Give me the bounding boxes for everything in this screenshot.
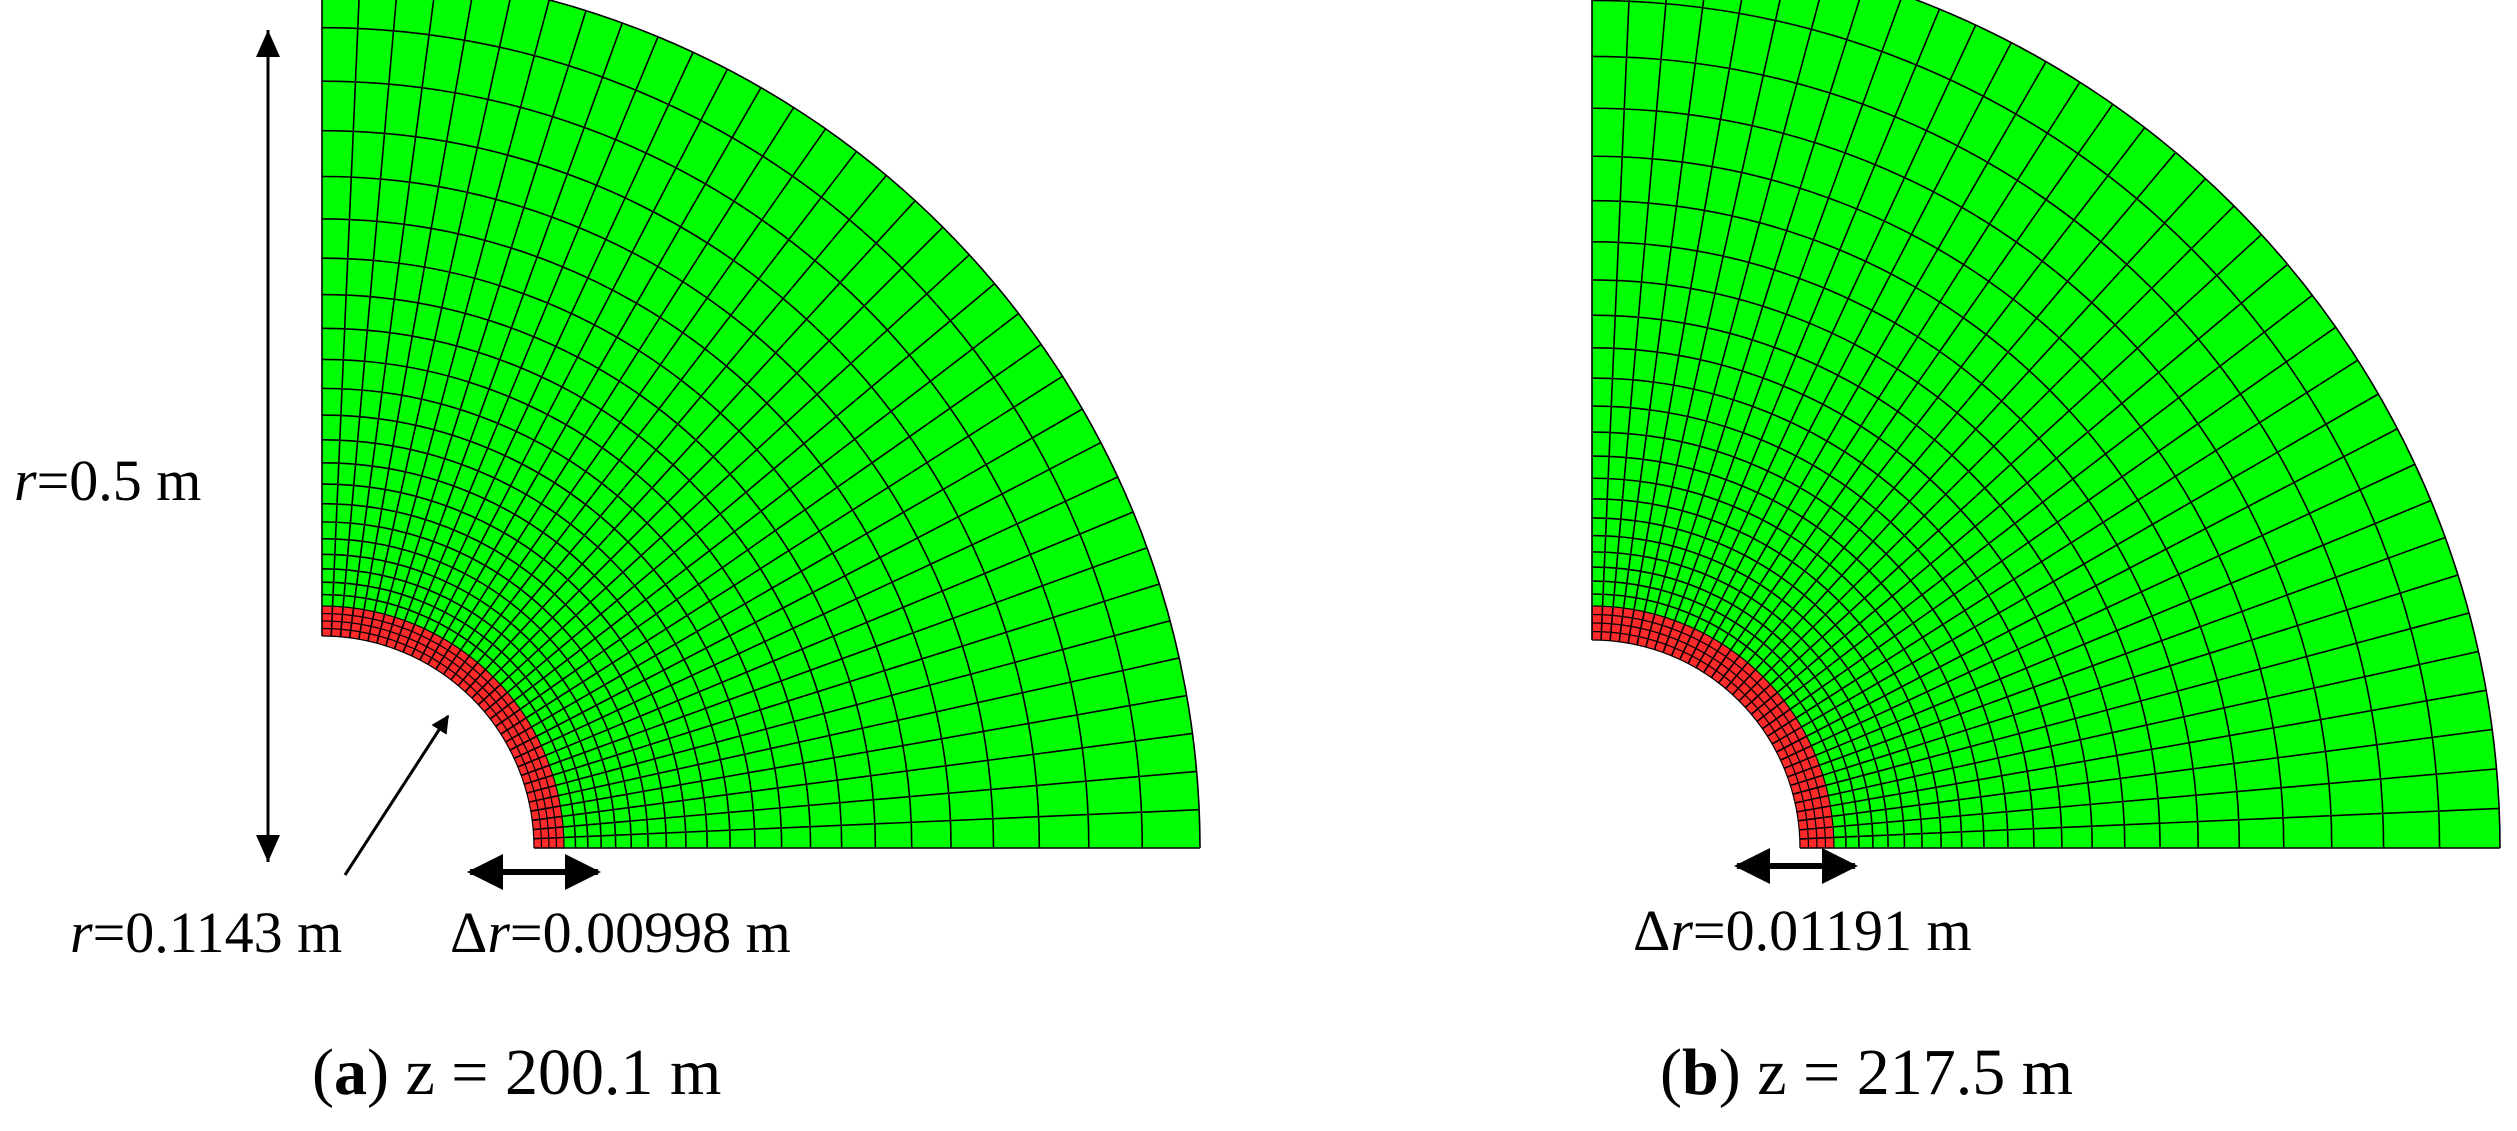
mesh-radial-line bbox=[1627, 0, 1743, 644]
mesh-radial-line bbox=[526, 619, 1171, 794]
mesh-radial-line bbox=[330, 0, 360, 637]
mesh-radial-line bbox=[532, 732, 1193, 822]
mesh-radial-line bbox=[1744, 233, 2262, 709]
mesh-radial-line bbox=[505, 408, 1083, 743]
mesh-radial-line bbox=[1687, 42, 2012, 664]
mesh-radial-line bbox=[1794, 650, 2479, 804]
mesh-radial-line bbox=[1787, 536, 2446, 778]
mesh-radial-line bbox=[1738, 205, 2235, 702]
mesh-radial-line bbox=[1792, 612, 2470, 795]
mesh-radial-line bbox=[464, 200, 916, 693]
mesh-radial-line bbox=[410, 51, 694, 657]
mesh-radial-line bbox=[358, 0, 473, 640]
fine-mesh-zone bbox=[1592, 606, 1834, 848]
mesh-radial-line bbox=[533, 770, 1197, 831]
delta-r-label-a: Δr=0.00998 m bbox=[450, 900, 791, 965]
caption-a: (a) z = 200.1 m bbox=[312, 1036, 721, 1109]
mesh-radial-line bbox=[442, 128, 827, 675]
mesh-radial-line bbox=[530, 694, 1187, 812]
mesh-radial-line bbox=[1725, 151, 2177, 690]
mesh-radial-line bbox=[1796, 689, 2487, 813]
mesh-radial-line bbox=[520, 546, 1148, 777]
mesh-radial-line bbox=[1636, 0, 1781, 646]
mesh-radial-line bbox=[1799, 807, 2500, 840]
mesh-radial-line bbox=[1750, 263, 2289, 715]
mesh-radial-line bbox=[1771, 393, 2379, 745]
mesh-radial-line bbox=[1761, 326, 2337, 730]
mesh-radial-line bbox=[517, 511, 1134, 768]
mesh-radial-line bbox=[1783, 499, 2432, 770]
mesh-radial-line bbox=[457, 174, 887, 687]
mesh-radial-line bbox=[393, 22, 624, 650]
inner-radius-leader-arrow-a bbox=[343, 714, 450, 876]
mesh-radial-line bbox=[1780, 463, 2416, 761]
mesh-radial-line bbox=[509, 441, 1102, 751]
mesh-radial-line bbox=[450, 150, 858, 681]
mesh-radial-line bbox=[1717, 127, 2146, 684]
panel-a: r=0.5 m r=0.1143 m Δr=0.00998 m (a) z = … bbox=[14, 0, 1201, 1109]
panel-b: Δr=0.01191 m (b) z = 217.5 m bbox=[1591, 0, 2501, 1109]
outer-radius-label-a: r=0.5 m bbox=[14, 448, 201, 513]
mesh-radial-line bbox=[533, 808, 1200, 840]
mesh-radial-line bbox=[1653, 0, 1861, 650]
mesh-radial-line bbox=[1799, 768, 2497, 831]
mesh-radial-line bbox=[528, 657, 1180, 803]
mesh-quarter-a bbox=[321, 0, 1201, 849]
mesh-radial-line bbox=[489, 312, 1020, 720]
mesh-radial-line bbox=[1776, 428, 2398, 753]
mesh-radial-line bbox=[513, 476, 1119, 760]
mesh-radial-line bbox=[419, 68, 729, 661]
mesh-radial-line bbox=[1645, 0, 1821, 648]
mesh-radial-line bbox=[339, 0, 397, 637]
mesh-radial-line bbox=[500, 375, 1063, 735]
mesh-radial-line bbox=[1670, 8, 1941, 657]
mesh-radial-line bbox=[1695, 61, 2047, 669]
delta-r-label-b: Δr=0.01191 m bbox=[1633, 898, 1972, 963]
mesh-radial-line bbox=[1710, 103, 2114, 679]
mesh-radial-line bbox=[1618, 0, 1705, 642]
mesh-radial-line bbox=[384, 10, 587, 647]
mesh-radial-line bbox=[1798, 728, 2493, 822]
coarse-mesh-zone bbox=[322, 0, 1200, 848]
mesh-radial-line bbox=[523, 583, 1160, 786]
caption-b: (b) z = 217.5 m bbox=[1660, 1036, 2073, 1109]
mesh-radial-line bbox=[495, 343, 1042, 728]
mesh-radial-line bbox=[1600, 0, 1630, 641]
inner-radius-label-a: r=0.1143 m bbox=[70, 900, 342, 965]
mesh-radial-line bbox=[1756, 294, 2313, 723]
mesh-radial-line bbox=[1662, 0, 1902, 653]
mesh-radial-line bbox=[1766, 359, 2359, 737]
mesh-quarter-b bbox=[1591, 0, 2501, 849]
coarse-mesh-zone bbox=[1592, 0, 2500, 848]
mesh-radial-line bbox=[1731, 178, 2207, 696]
mesh-radial-line bbox=[1790, 574, 2459, 787]
mesh-radial-line bbox=[376, 0, 551, 644]
mesh-radial-line bbox=[477, 254, 970, 706]
mesh-radial-line bbox=[1609, 0, 1667, 641]
mesh-radial-line bbox=[367, 0, 511, 642]
mesh-radial-line bbox=[471, 226, 944, 699]
mesh-radial-line bbox=[435, 107, 795, 670]
mesh-radial-line bbox=[402, 36, 659, 653]
mesh-radial-line bbox=[1679, 24, 1977, 660]
mesh-radial-line bbox=[348, 0, 435, 638]
mesh-radial-line bbox=[483, 283, 996, 713]
mesh-radial-line bbox=[1703, 81, 2081, 674]
mesh-radial-line bbox=[427, 87, 762, 665]
